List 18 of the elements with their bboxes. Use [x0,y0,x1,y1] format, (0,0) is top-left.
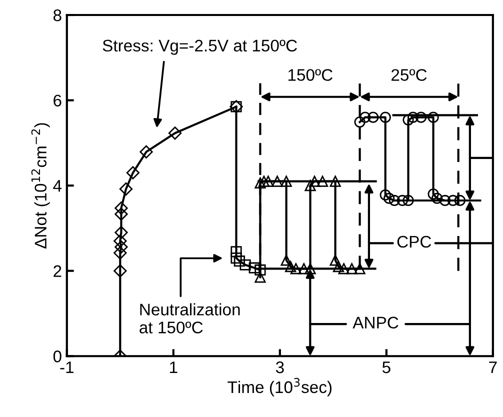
annotation: CPC [397,236,432,248]
annotation: Stress: Vg=-2.5V at 150ºC [102,40,297,55]
annotation: ANPC [352,316,398,329]
annotation: Neutralization at 150ºC [140,303,240,334]
y-tick-label: 2 [54,265,62,277]
annotation: 150ºC [288,69,332,81]
x-tick-label: -1 [60,362,74,374]
x-tick-label: 1 [170,362,178,374]
x-axis-title: Time (10$^{3}$sec) [228,378,332,396]
x-tick-label: 5 [382,362,390,374]
x-tick-label: 3 [276,361,284,374]
y-axis-title: ΔNot (10$^{12}$cm$^{−2}$) [31,123,50,248]
y-tick-label: 0 [53,350,62,362]
annotation: 25ºC [392,69,427,81]
y-tick-label: 4 [53,180,62,192]
x-tick-label: 7 [489,362,497,374]
y-tick-label: 8 [53,9,62,22]
y-tick-label: 6 [54,94,62,106]
